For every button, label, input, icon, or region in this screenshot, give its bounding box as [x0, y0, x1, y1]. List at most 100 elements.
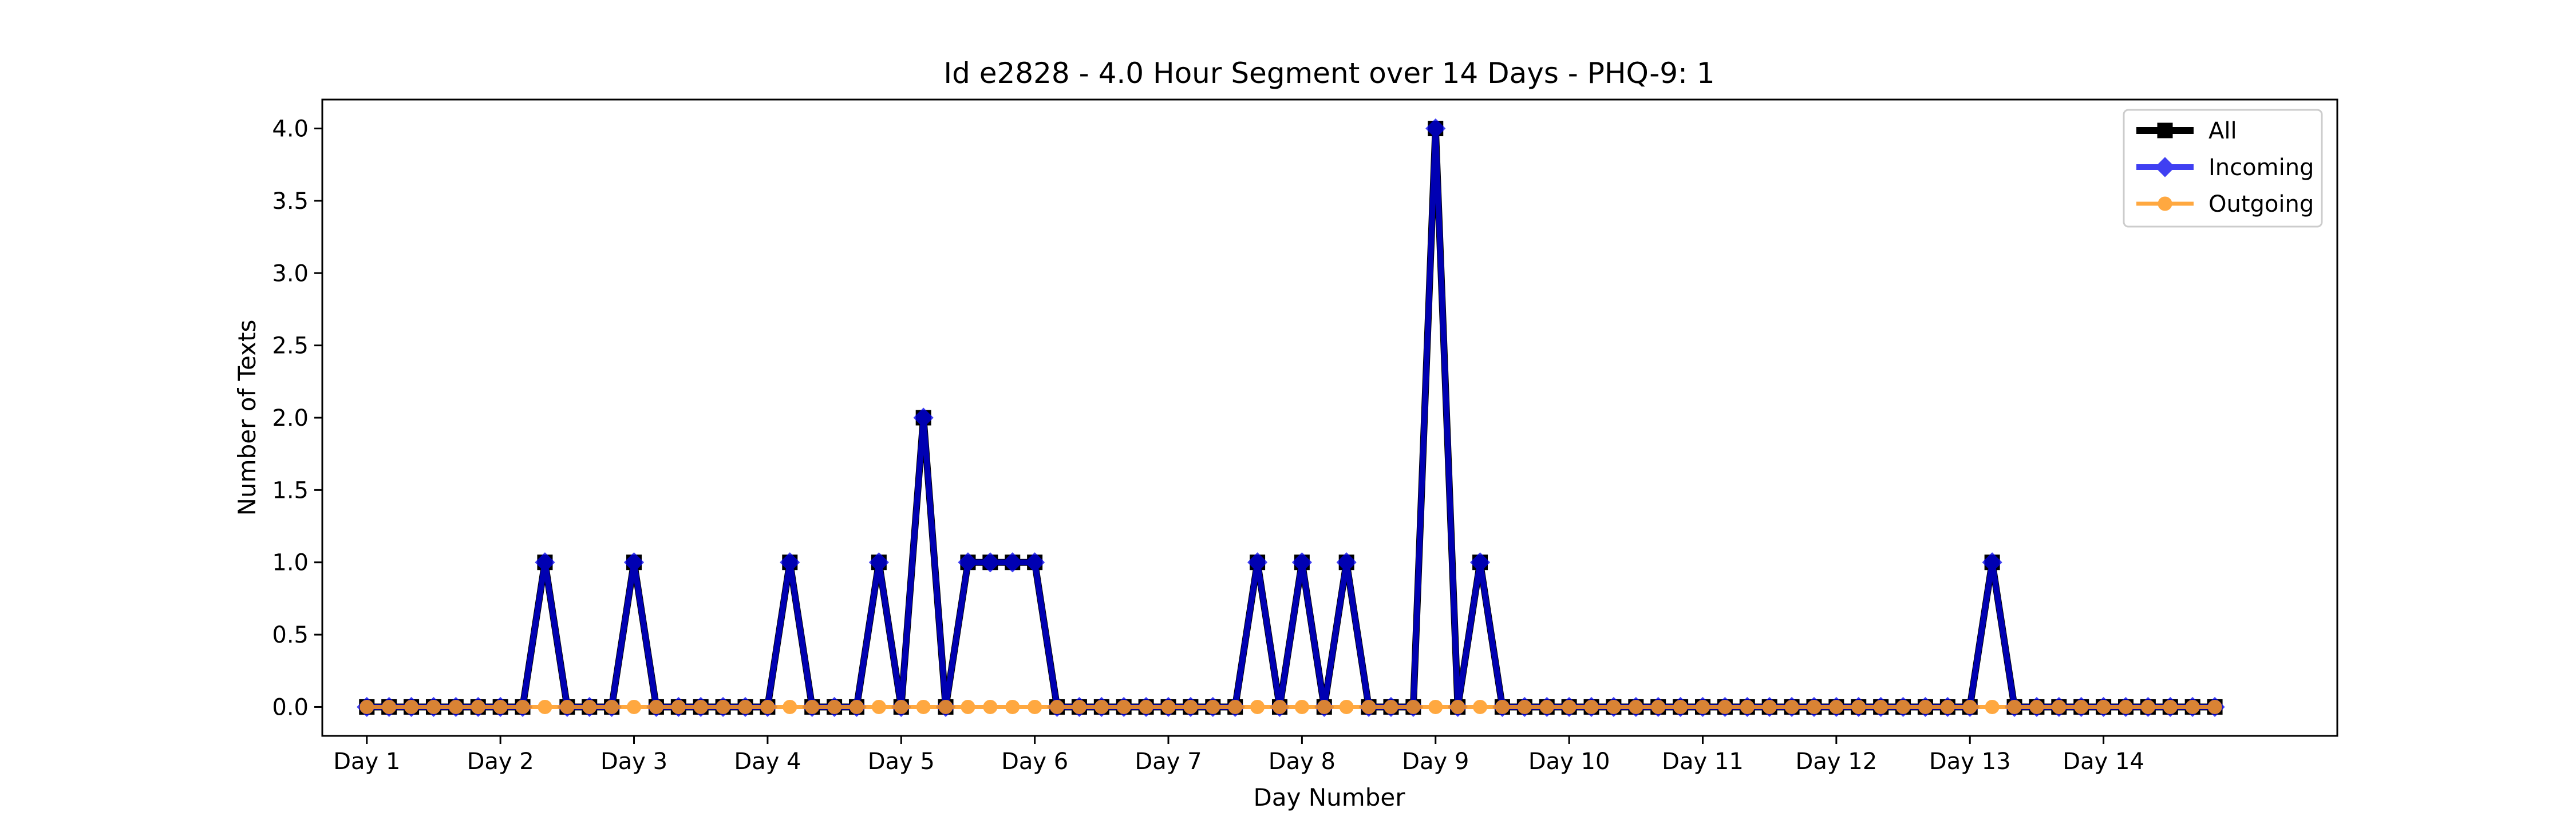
- data-point-outgoing: [1072, 699, 1086, 714]
- x-tick-label: Day 4: [734, 748, 801, 775]
- legend-swatch-marker: [2157, 122, 2173, 138]
- data-point-outgoing: [404, 699, 419, 714]
- data-point-incoming: [1291, 552, 1312, 573]
- data-point-incoming: [623, 552, 645, 573]
- y-tick-label: 1.5: [272, 477, 309, 504]
- data-point-outgoing: [2074, 699, 2089, 714]
- data-point-outgoing: [1784, 699, 1799, 714]
- x-axis-ticks: Day 1 Day 2 Day 3 Day 4 Day 5 Day 6 Day 7 Day 8…: [333, 736, 2144, 775]
- data-point-outgoing: [1562, 699, 1577, 714]
- y-tick-label: 4.0: [272, 116, 309, 142]
- y-tick-label: 2.5: [272, 333, 309, 359]
- y-tick-label: 0.5: [272, 622, 309, 648]
- data-point-outgoing: [1539, 699, 1554, 714]
- data-point-outgoing: [1339, 699, 1354, 714]
- legend-item-outgoing: [2136, 196, 2194, 211]
- data-point-outgoing: [448, 699, 463, 714]
- series-outgoing: [359, 699, 2222, 714]
- data-point-outgoing: [1762, 699, 1777, 714]
- data-point-outgoing: [1206, 699, 1220, 714]
- data-point-outgoing: [1116, 699, 1131, 714]
- data-point-outgoing: [1272, 699, 1287, 714]
- data-point-outgoing: [1317, 699, 1332, 714]
- x-tick-label: Day 13: [1929, 748, 2011, 775]
- data-point-outgoing: [2140, 699, 2155, 714]
- series-line-incoming: [366, 125, 2215, 710]
- data-point-outgoing: [983, 699, 998, 714]
- data-point-outgoing: [1028, 699, 1042, 714]
- data-point-outgoing: [582, 699, 597, 714]
- data-point-outgoing: [1918, 699, 1933, 714]
- data-point-outgoing: [1673, 699, 1688, 714]
- x-tick-label: Day 11: [1662, 748, 1744, 775]
- data-point-outgoing: [1406, 699, 1421, 714]
- data-point-outgoing: [538, 699, 552, 714]
- data-point-outgoing: [515, 699, 530, 714]
- y-tick-label: 0.0: [272, 694, 309, 720]
- x-tick-label: Day 8: [1269, 748, 1336, 775]
- data-point-outgoing: [1896, 699, 1911, 714]
- x-tick-label: Day 14: [2063, 748, 2144, 775]
- data-point-outgoing: [649, 699, 663, 714]
- y-tick-label: 1.0: [272, 550, 309, 576]
- data-point-outgoing: [2052, 699, 2067, 714]
- data-point-outgoing: [560, 699, 575, 714]
- data-point-outgoing: [1139, 699, 1153, 714]
- legend-label: Outgoing: [2208, 191, 2314, 217]
- data-point-outgoing: [2096, 699, 2111, 714]
- data-point-outgoing: [1050, 699, 1065, 714]
- x-tick-label: Day 1: [333, 748, 400, 775]
- data-point-outgoing: [1940, 699, 1955, 714]
- data-point-outgoing: [1005, 699, 1020, 714]
- data-point-outgoing: [1606, 699, 1621, 714]
- data-point-outgoing: [1384, 699, 1398, 714]
- legend-item-all: [2136, 122, 2194, 138]
- data-point-outgoing: [1250, 699, 1265, 714]
- legend: All Incoming Outgoing: [2123, 109, 2323, 228]
- chart-title: Id e2828 - 4.0 Hour Segment over 14 Days…: [943, 57, 1714, 90]
- data-point-outgoing: [1829, 699, 1844, 714]
- data-point-outgoing: [1094, 699, 1109, 714]
- data-point-outgoing: [2007, 699, 2022, 714]
- data-point-outgoing: [1473, 699, 1488, 714]
- legend-swatch-marker: [2155, 157, 2175, 177]
- y-tick-label: 2.0: [272, 405, 309, 431]
- data-point-outgoing: [2029, 699, 2044, 714]
- legend-swatch-marker: [2158, 196, 2172, 211]
- data-point-incoming: [780, 552, 800, 573]
- data-point-outgoing: [1161, 699, 1176, 714]
- data-point-incoming: [1025, 552, 1045, 573]
- data-point-outgoing: [738, 699, 753, 714]
- data-point-outgoing: [1851, 699, 1866, 714]
- data-point-incoming: [868, 552, 889, 573]
- x-tick-label: Day 10: [1528, 748, 1610, 775]
- series-incoming: [357, 118, 2225, 718]
- y-tick-label: 3.5: [272, 188, 309, 215]
- data-point-outgoing: [871, 699, 886, 714]
- data-point-outgoing: [2163, 699, 2178, 714]
- data-point-outgoing: [627, 699, 642, 714]
- data-point-incoming: [1002, 552, 1023, 573]
- legend-label: Incoming: [2208, 154, 2314, 181]
- data-point-outgoing: [493, 699, 508, 714]
- x-tick-label: Day 12: [1796, 748, 1878, 775]
- data-point-outgoing: [894, 699, 908, 714]
- data-point-outgoing: [1629, 699, 1643, 714]
- plot-area: [321, 98, 2338, 737]
- data-point-outgoing: [805, 699, 820, 714]
- data-point-outgoing: [760, 699, 775, 714]
- y-tick-label: 3.0: [272, 260, 309, 287]
- legend-frame: [2123, 109, 2323, 228]
- data-point-outgoing: [716, 699, 730, 714]
- data-point-outgoing: [1717, 699, 1732, 714]
- data-point-outgoing: [849, 699, 864, 714]
- data-point-outgoing: [916, 699, 931, 714]
- data-point-outgoing: [471, 699, 485, 714]
- data-point-outgoing: [2207, 699, 2222, 714]
- data-point-outgoing: [938, 699, 953, 714]
- x-tick-label: Day 5: [868, 748, 935, 775]
- data-point-outgoing: [1428, 699, 1443, 714]
- data-point-outgoing: [382, 699, 397, 714]
- data-point-outgoing: [1695, 699, 1710, 714]
